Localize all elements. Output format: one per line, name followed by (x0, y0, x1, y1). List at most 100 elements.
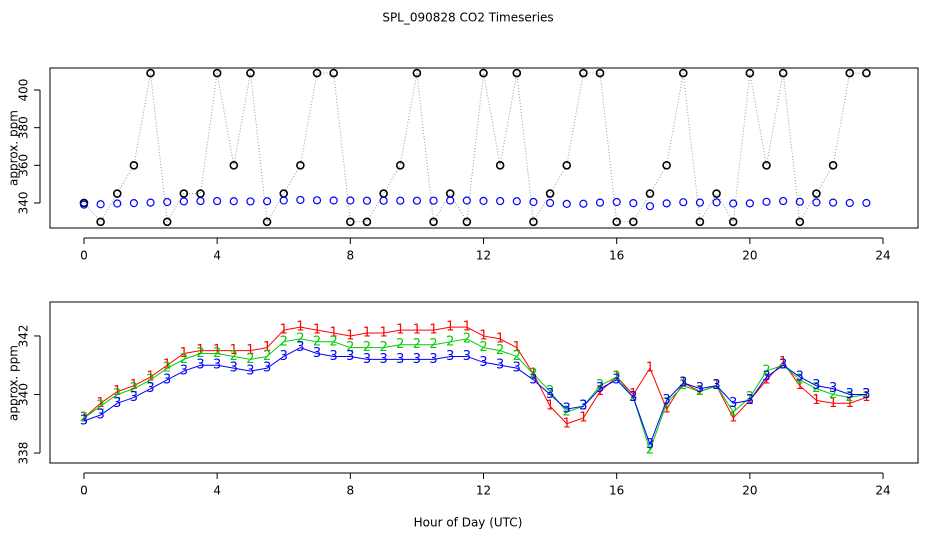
data-point: 3 (746, 393, 754, 408)
data-point (162, 217, 172, 227)
data-point: 3 (696, 381, 704, 396)
data-point (729, 199, 738, 208)
data-point (412, 68, 422, 78)
data-point: 1 (263, 340, 271, 355)
data-point: 2 (696, 384, 704, 399)
data-point (512, 68, 522, 78)
data-point: 2 (130, 381, 138, 396)
data-point (362, 217, 372, 227)
data-point: 3 (96, 407, 104, 422)
data-point (828, 161, 838, 170)
data-point (662, 161, 671, 170)
data-point: 3 (263, 361, 271, 376)
data-point: 1 (113, 384, 121, 399)
data-point (662, 199, 671, 208)
x-tick-label: 24 (875, 484, 890, 498)
data-point: 3 (712, 378, 720, 393)
data-point: 2 (146, 372, 154, 387)
x-tick-label: 16 (609, 484, 624, 498)
data-point (412, 196, 422, 205)
data-point: 3 (296, 340, 304, 355)
y-tick-label: 342 (17, 325, 31, 348)
plot-frame (49, 301, 919, 464)
data-point: 3 (596, 381, 604, 396)
data-point (862, 68, 871, 78)
data-point: 3 (796, 369, 804, 384)
data-point (262, 197, 272, 206)
y-tick-label: 360 (17, 154, 31, 177)
data-point: 2 (796, 372, 804, 387)
data-point: 3 (130, 390, 138, 405)
data-point (479, 68, 488, 78)
data-point: 1 (812, 393, 820, 408)
data-point: 2 (246, 352, 254, 367)
data-point (163, 197, 172, 207)
data-point (496, 196, 505, 206)
data-point: 3 (846, 387, 854, 402)
data-point: 2 (96, 399, 104, 414)
data-point: 1 (662, 402, 670, 417)
data-point: 2 (762, 364, 770, 379)
data-point: 3 (330, 349, 338, 364)
data-point (562, 199, 571, 209)
data-point (629, 217, 638, 227)
data-point: 2 (113, 387, 121, 402)
data-point: 3 (163, 372, 171, 387)
data-point (612, 217, 621, 227)
data-point: 2 (513, 349, 521, 364)
data-point (146, 198, 155, 207)
data-point: 1 (413, 323, 421, 338)
series-line (83, 338, 867, 452)
data-point: 1 (96, 396, 104, 411)
data-point: 2 (746, 390, 754, 405)
data-point (645, 202, 655, 211)
data-point: 1 (596, 384, 604, 399)
data-point: 2 (346, 340, 354, 355)
data-point: 3 (546, 387, 554, 402)
data-point (395, 161, 405, 170)
data-point: 3 (563, 402, 571, 417)
data-point: 1 (246, 343, 254, 358)
data-point (129, 199, 139, 208)
data-point (779, 196, 788, 206)
data-point: 3 (862, 387, 870, 402)
data-point (562, 161, 572, 170)
data-point: 3 (729, 396, 737, 411)
data-point (795, 197, 804, 206)
data-point: 3 (762, 369, 770, 384)
data-point: 2 (263, 349, 271, 364)
data-point (479, 196, 488, 205)
data-point: 1 (213, 343, 221, 358)
x-tick-label: 0 (80, 484, 88, 498)
x-tick-label: 8 (347, 484, 355, 498)
x-tick-label: 4 (213, 249, 221, 263)
data-point (695, 217, 705, 227)
x-axis-label: Hour of Day (UTC) (414, 516, 523, 530)
data-point: 1 (796, 378, 804, 393)
data-point: 1 (180, 346, 188, 361)
data-point: 3 (280, 349, 288, 364)
data-point (129, 161, 139, 170)
data-point: 1 (479, 328, 487, 343)
data-point: 2 (213, 346, 221, 361)
data-point: 1 (862, 390, 870, 405)
data-point: 1 (513, 340, 521, 355)
data-point (795, 217, 805, 227)
data-point: 2 (596, 378, 604, 393)
data-point (462, 196, 471, 205)
data-point (695, 198, 705, 207)
data-point (512, 197, 521, 206)
data-point: 2 (163, 361, 171, 376)
data-point: 1 (779, 355, 787, 370)
data-point: 3 (662, 393, 670, 408)
y-axis-label: approx. ppm (7, 110, 21, 186)
data-point (79, 200, 89, 209)
y-axis-label: approx. ppm (7, 345, 21, 421)
data-point: 1 (280, 323, 288, 338)
data-point: 2 (280, 334, 288, 349)
data-point (329, 196, 338, 205)
data-point: 3 (479, 355, 487, 370)
data-point: 3 (346, 349, 354, 364)
data-point (495, 161, 505, 170)
